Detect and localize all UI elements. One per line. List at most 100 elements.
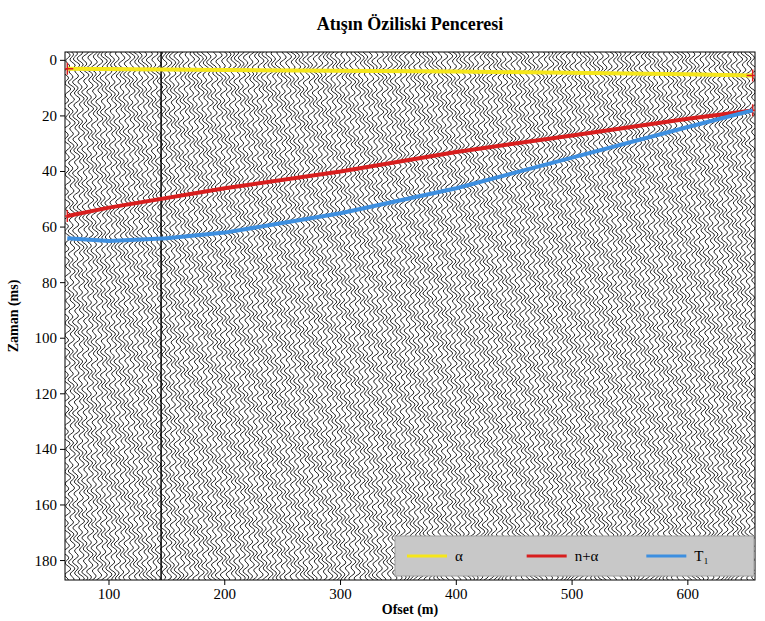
y-tick: [60, 60, 65, 61]
legend-swatch: [527, 555, 567, 558]
chart: Atışın Öziliski Penceresi020406080100120…: [0, 0, 765, 621]
trace: [459, 52, 467, 580]
y-tick-label: 180: [35, 553, 58, 569]
trace: [404, 52, 412, 580]
trace: [694, 52, 702, 580]
trace: [307, 52, 315, 580]
trace: [749, 52, 755, 580]
trace: [528, 52, 536, 580]
trace-line: [160, 52, 162, 580]
trace: [620, 52, 628, 580]
trace: [169, 52, 177, 580]
y-tick-label: 20: [42, 108, 57, 124]
trace: [496, 52, 503, 580]
trace: [680, 52, 688, 580]
trace: [142, 52, 150, 580]
y-tick: [60, 393, 65, 394]
trace: [634, 52, 641, 580]
trace: [68, 52, 76, 580]
x-tick-label: 600: [677, 586, 700, 602]
end-marker: [65, 210, 73, 222]
curve: [67, 69, 752, 76]
trace: [524, 52, 531, 580]
trace: [146, 52, 154, 580]
legend: αn+αT₁: [395, 536, 754, 576]
x-tick: [456, 580, 457, 585]
trace: [72, 52, 80, 580]
trace: [699, 52, 707, 580]
trace: [358, 52, 366, 580]
x-tick-label: 400: [445, 586, 468, 602]
plot-bg: [65, 52, 755, 580]
trace: [151, 52, 159, 580]
trace: [270, 52, 278, 580]
curve: [67, 110, 752, 241]
trace: [289, 52, 296, 580]
trace: [321, 52, 329, 580]
trace: [257, 52, 265, 580]
trace: [335, 52, 343, 580]
x-tick: [108, 580, 109, 585]
y-tick: [60, 171, 65, 172]
trace: [542, 52, 550, 580]
y-axis-title: Zaman (ms): [6, 279, 22, 352]
trace: [381, 52, 389, 580]
trace: [560, 52, 568, 580]
y-tick: [60, 227, 65, 228]
title: Atışın Öziliski Penceresi: [317, 14, 504, 34]
trace: [689, 52, 697, 580]
legend-box: [395, 536, 754, 576]
trace: [616, 52, 624, 580]
y-tick: [60, 504, 65, 505]
trace: [293, 52, 301, 580]
y-tick: [60, 115, 65, 116]
trace: [565, 52, 573, 580]
trace: [238, 52, 246, 580]
trace: [468, 52, 476, 580]
trace: [464, 52, 472, 580]
seismic-traces: [65, 52, 755, 580]
trace: [312, 52, 320, 580]
x-tick-label: 200: [214, 586, 237, 602]
x-tick: [224, 580, 225, 585]
trace: [386, 52, 394, 580]
trace: [363, 52, 371, 580]
trace: [234, 52, 242, 580]
trace: [533, 52, 541, 580]
end-marker: [747, 70, 755, 82]
y-tick-label: 80: [42, 275, 57, 291]
y-tick-label: 40: [42, 163, 57, 179]
trace: [165, 52, 173, 580]
trace: [436, 52, 444, 580]
trace: [685, 52, 693, 580]
trace: [178, 52, 186, 580]
y-tick: [60, 449, 65, 450]
trace: [224, 52, 232, 580]
plot-frame: [65, 52, 755, 580]
trace: [82, 52, 90, 580]
trace: [455, 52, 463, 580]
y-tick-label: 100: [35, 330, 58, 346]
y-tick-label: 120: [35, 386, 58, 402]
trace: [317, 52, 325, 580]
x-tick: [687, 580, 688, 585]
legend-swatch: [407, 555, 447, 558]
x-axis-title: Ofset (m): [382, 602, 439, 618]
trace: [303, 52, 311, 580]
trace: [712, 52, 720, 580]
trace: [399, 52, 406, 580]
y-tick: [60, 338, 65, 339]
legend-label: α: [455, 548, 463, 564]
trace: [326, 52, 334, 580]
x-tick-label: 300: [329, 586, 352, 602]
trace: [243, 52, 251, 580]
trace: [722, 52, 730, 580]
trace: [538, 52, 545, 580]
x-tick: [340, 580, 341, 585]
trace: [450, 52, 458, 580]
trace: [367, 52, 375, 580]
trace: [201, 52, 209, 580]
curves: [65, 63, 755, 241]
x-tick-label: 100: [98, 586, 121, 602]
x-tick-label: 500: [561, 586, 584, 602]
